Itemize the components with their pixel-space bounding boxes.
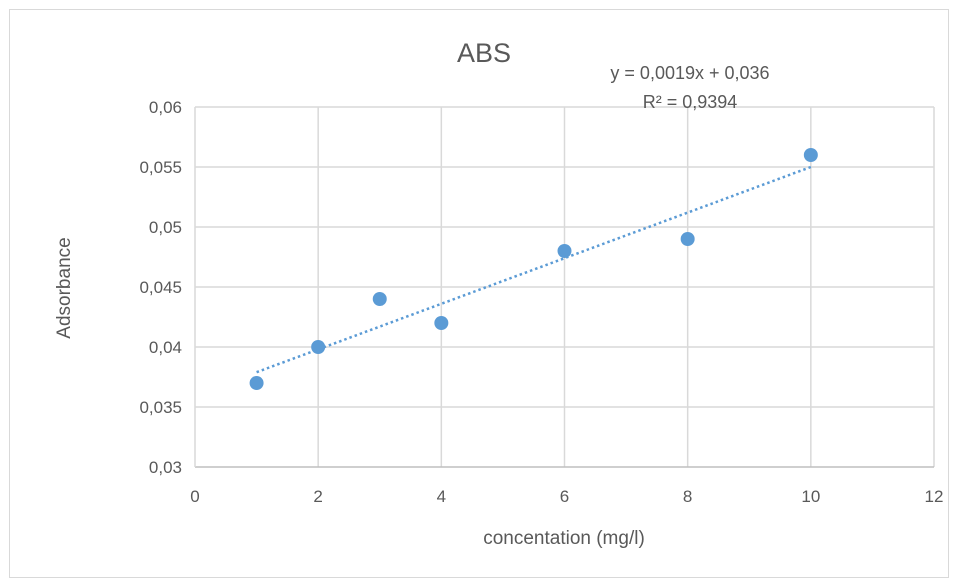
x-tick-label: 2 [313, 487, 322, 506]
scatter-chart: 0 2 4 6 8 10 12 0,030,0350,040,0450,050,0550,0… [54, 38, 943, 549]
trendline-r-squared: R² = 0,9394 [643, 92, 738, 112]
x-tick-label: 12 [925, 487, 944, 506]
x-tick-label: 6 [560, 487, 569, 506]
y-tick-label: 0,055 [139, 158, 182, 177]
data-point [803, 148, 818, 162]
x-tick-labels: 0 2 4 6 8 10 12 [190, 487, 943, 506]
y-tick-label: 0,04 [149, 338, 182, 357]
y-tick-labels: 0,03 0,035 0,04 0,045 0,05 0,055 0,06 [139, 98, 182, 477]
data-point [557, 244, 572, 258]
y-tick-label: 0,06 [149, 98, 182, 117]
chart-title: ABS [457, 38, 511, 68]
data-point [372, 292, 387, 306]
axes [194, 107, 934, 468]
x-tick-label: 4 [437, 487, 446, 506]
y-tick-label: 0,03 [149, 458, 182, 477]
data-point [249, 376, 264, 390]
x-tick-label: 10 [801, 487, 820, 506]
gridlines [195, 106, 935, 467]
x-tick-label: 8 [683, 487, 692, 506]
data-points [249, 148, 818, 390]
trendline-group [256, 165, 812, 374]
y-axis-title: Adsorbance [54, 237, 75, 338]
x-axis-title: concentation (mg/l) [483, 528, 645, 549]
trendline [256, 165, 812, 374]
data-point [311, 340, 326, 354]
y-tick-label: 0,035 [139, 398, 182, 417]
y-tick-label: 0,05 [149, 218, 182, 237]
x-tick-label: 0 [190, 487, 199, 506]
data-point [680, 232, 695, 246]
data-point [434, 316, 449, 330]
chart-area: 0 2 4 6 8 10 12 0,03 0,035 0,04 0,045 0,05 0,055 0,0… [9, 9, 949, 578]
y-tick-label: 0,045 [139, 278, 182, 297]
trendline-equation: y = 0,0019x + 0,036 [610, 63, 769, 83]
